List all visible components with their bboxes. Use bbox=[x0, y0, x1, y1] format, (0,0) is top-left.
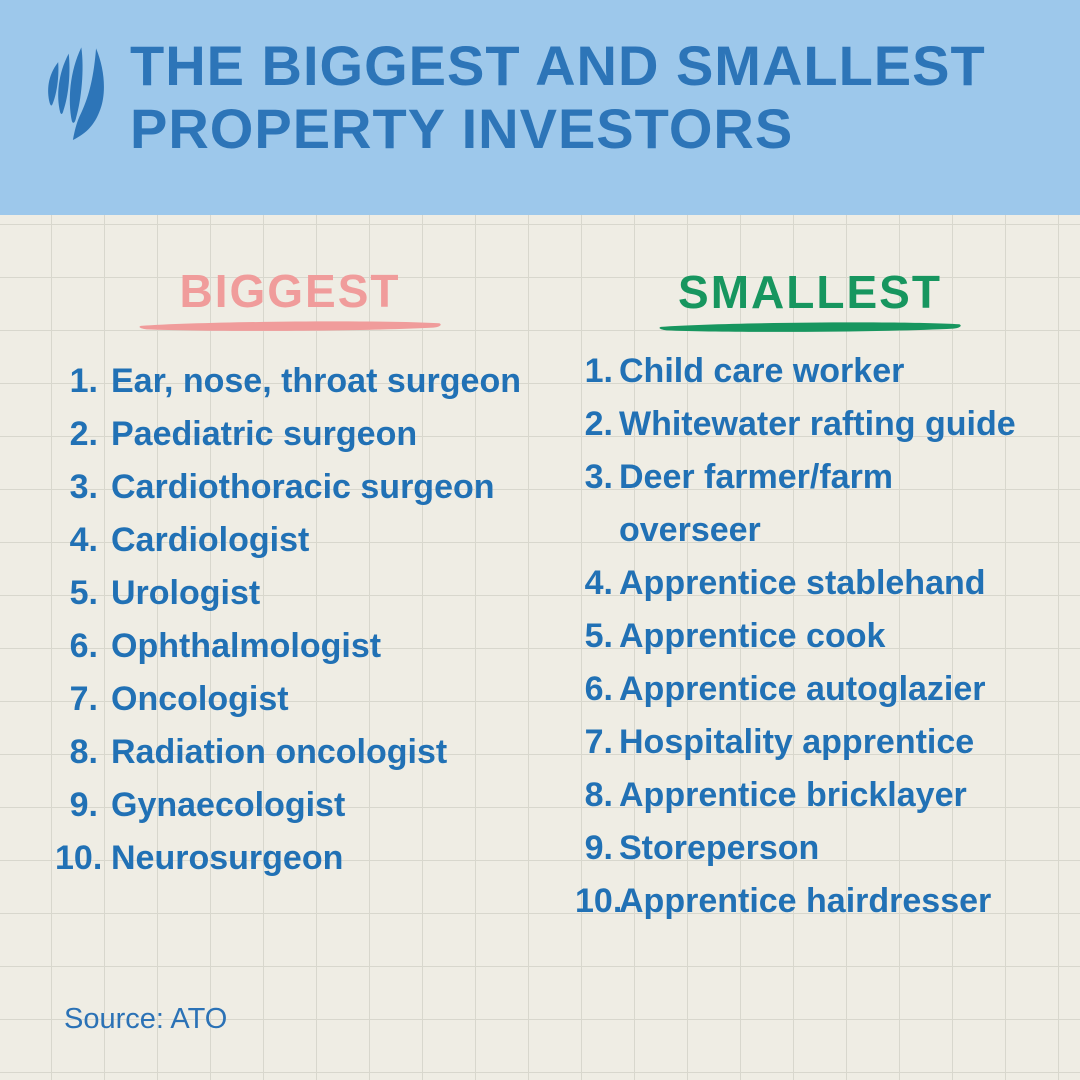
page-title-line-1: THE BIGGEST AND SMALLEST bbox=[130, 34, 986, 97]
item-rank: 2. bbox=[584, 405, 613, 443]
list-item: 5. Urologist bbox=[55, 567, 525, 620]
list-item: 3. Deer farmer/farm overseer bbox=[575, 451, 1045, 557]
source-text: Source: ATO bbox=[64, 1003, 228, 1035]
item-rank: 4. bbox=[584, 564, 613, 602]
biggest-section: BIGGEST 1. Ear, nose, throat surgeon 2. Pa… bbox=[55, 266, 525, 885]
item-rank: 6. bbox=[69, 627, 98, 665]
item-label: Gynaecologist bbox=[111, 786, 346, 824]
item-label: Child care worker bbox=[619, 352, 905, 390]
list-item: 7. Hospitality apprentice bbox=[575, 716, 1045, 769]
item-label: Apprentice stablehand bbox=[619, 564, 986, 602]
list-item: 7. Oncologist bbox=[55, 673, 525, 726]
item-label: Deer farmer/farm overseer bbox=[619, 458, 894, 549]
item-rank: 2. bbox=[69, 415, 98, 453]
biggest-heading: BIGGEST bbox=[179, 265, 401, 317]
item-label: Apprentice autoglazier bbox=[619, 670, 986, 708]
item-label: Apprentice hairdresser bbox=[619, 882, 992, 920]
item-label: Ear, nose, throat surgeon bbox=[111, 362, 521, 400]
item-label: Hospitality apprentice bbox=[619, 723, 975, 761]
item-label: Paediatric surgeon bbox=[111, 415, 418, 453]
item-label: Ophthalmologist bbox=[111, 627, 382, 665]
list-item: 9. Gynaecologist bbox=[55, 779, 525, 832]
item-label: Radiation oncologist bbox=[111, 733, 448, 771]
grid-paper-background: BIGGEST 1. Ear, nose, throat surgeon 2. Pa… bbox=[0, 215, 1080, 1080]
item-label: Apprentice bricklayer bbox=[619, 776, 967, 814]
list-item: 10. Neurosurgeon bbox=[55, 832, 525, 885]
item-rank: 3. bbox=[584, 458, 613, 496]
smallest-section: SMALLEST 1. Child care worker 2. Whitewate… bbox=[575, 267, 1045, 928]
item-rank: 10. bbox=[55, 839, 103, 877]
list-item: 2. Whitewater rafting guide bbox=[575, 398, 1045, 451]
list-item: 9. Storeperson bbox=[575, 822, 1045, 875]
item-rank: 6. bbox=[584, 670, 613, 708]
biggest-header: BIGGEST bbox=[55, 266, 525, 332]
list-item: 6. Apprentice autoglazier bbox=[575, 663, 1045, 716]
item-label: Oncologist bbox=[111, 680, 289, 718]
page-title-line-2: PROPERTY INVESTORS bbox=[130, 97, 794, 160]
smallest-heading: SMALLEST bbox=[678, 266, 942, 318]
item-label: Cardiologist bbox=[111, 521, 310, 559]
item-rank: 4. bbox=[69, 521, 98, 559]
item-label: Cardiothoracic surgeon bbox=[111, 468, 495, 506]
list-item: 8. Radiation oncologist bbox=[55, 726, 525, 779]
list-item: 8. Apprentice bricklayer bbox=[575, 769, 1045, 822]
list-item: 1. Child care worker bbox=[575, 345, 1045, 398]
list-item: 10. Apprentice hairdresser bbox=[575, 875, 1045, 928]
item-label: Apprentice cook bbox=[619, 617, 886, 655]
item-label: Urologist bbox=[111, 574, 261, 612]
smallest-header: SMALLEST bbox=[575, 267, 1045, 333]
item-rank: 7. bbox=[69, 680, 98, 718]
list-item: 1. Ear, nose, throat surgeon bbox=[55, 355, 525, 408]
biggest-underline-brush bbox=[139, 321, 441, 331]
item-rank: 8. bbox=[584, 776, 613, 814]
smallest-underline-brush bbox=[659, 322, 961, 332]
biggest-list: 1. Ear, nose, throat surgeon 2. Paediatric… bbox=[55, 355, 525, 885]
item-rank: 10. bbox=[575, 882, 623, 920]
list-item: 4. Apprentice stablehand bbox=[575, 557, 1045, 610]
page-title: THE BIGGEST AND SMALLEST PROPERTY INVEST… bbox=[130, 34, 986, 160]
item-rank: 5. bbox=[584, 617, 613, 655]
item-rank: 1. bbox=[69, 362, 98, 400]
item-rank: 3. bbox=[69, 468, 98, 506]
item-label: Storeperson bbox=[619, 829, 820, 867]
item-rank: 9. bbox=[584, 829, 613, 867]
smallest-list: 1. Child care worker 2. Whitewater rafting… bbox=[575, 345, 1045, 928]
list-item: 2. Paediatric surgeon bbox=[55, 408, 525, 461]
list-item: 5. Apprentice cook bbox=[575, 610, 1045, 663]
item-rank: 1. bbox=[584, 352, 613, 390]
header-banner: THE BIGGEST AND SMALLEST PROPERTY INVEST… bbox=[0, 0, 1080, 215]
item-rank: 8. bbox=[69, 733, 98, 771]
list-item: 3. Cardiothoracic surgeon bbox=[55, 461, 525, 514]
list-item: 4. Cardiologist bbox=[55, 514, 525, 567]
item-rank: 9. bbox=[69, 786, 98, 824]
list-item: 6. Ophthalmologist bbox=[55, 620, 525, 673]
item-rank: 7. bbox=[584, 723, 613, 761]
sbs-logo-icon bbox=[48, 47, 104, 140]
item-label: Whitewater rafting guide bbox=[619, 405, 1016, 443]
item-label: Neurosurgeon bbox=[111, 839, 344, 877]
item-rank: 5. bbox=[69, 574, 98, 612]
